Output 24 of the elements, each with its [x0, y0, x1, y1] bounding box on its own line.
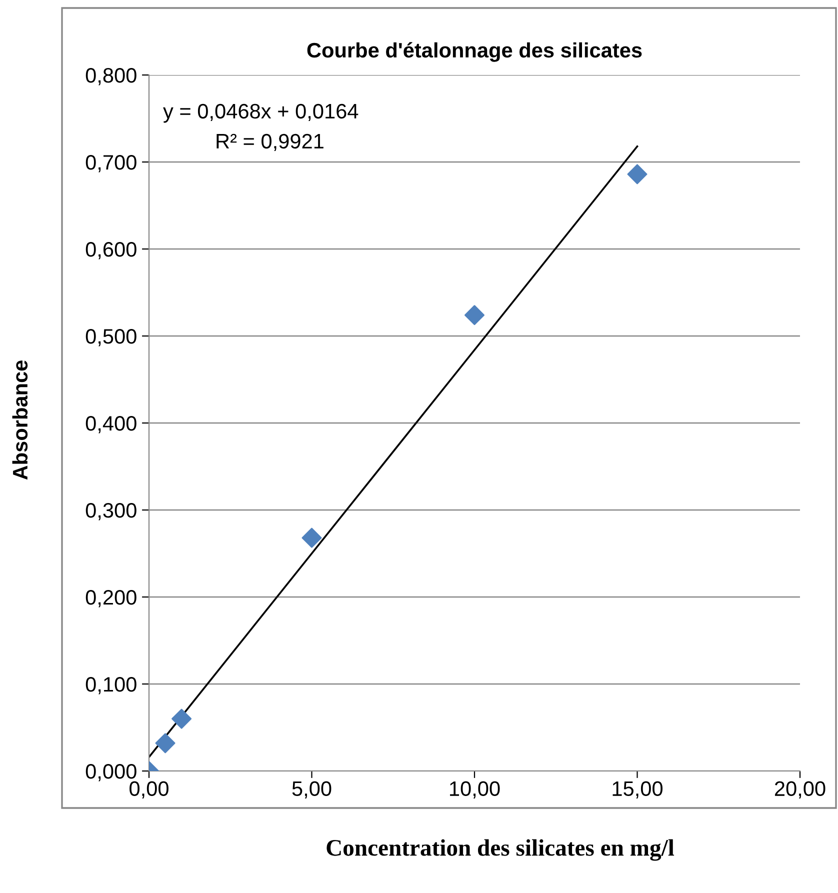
- y-tick-label: 0,400: [86, 416, 136, 434]
- point: [464, 305, 485, 326]
- point: [172, 708, 192, 729]
- x-tick-label: 15,00: [612, 781, 663, 798]
- y-tick-label: 0,600: [86, 242, 136, 260]
- annotation: R² = 0,9921: [216, 134, 324, 152]
- x-tick-label: 0,00: [130, 781, 168, 798]
- point: [302, 528, 322, 548]
- y-tick-label: 0,500: [86, 329, 136, 346]
- point: [155, 733, 176, 754]
- y-tick-label: 0,100: [86, 677, 136, 694]
- x-axis-title: Concentration des silicates en mg/l: [326, 839, 674, 861]
- annotation: y = 0,0468x + 0,0164: [163, 104, 358, 123]
- point: [627, 164, 648, 184]
- x-tick-label: 10,00: [450, 781, 500, 798]
- y-tick-label: 0,200: [86, 590, 136, 608]
- y-tick-label: 0,000: [86, 764, 136, 782]
- chart-title: Courbe d'étalonnage des silicates: [307, 42, 642, 62]
- y-axis-title: Absorbance: [12, 360, 28, 480]
- y-tick-label: 0,700: [86, 155, 136, 172]
- y-tick-label: 0,800: [86, 68, 136, 86]
- x-tick-label: 5,00: [292, 781, 332, 798]
- x-tick-label: 20,00: [774, 781, 826, 798]
- y-tick-label: 0,300: [86, 503, 136, 520]
